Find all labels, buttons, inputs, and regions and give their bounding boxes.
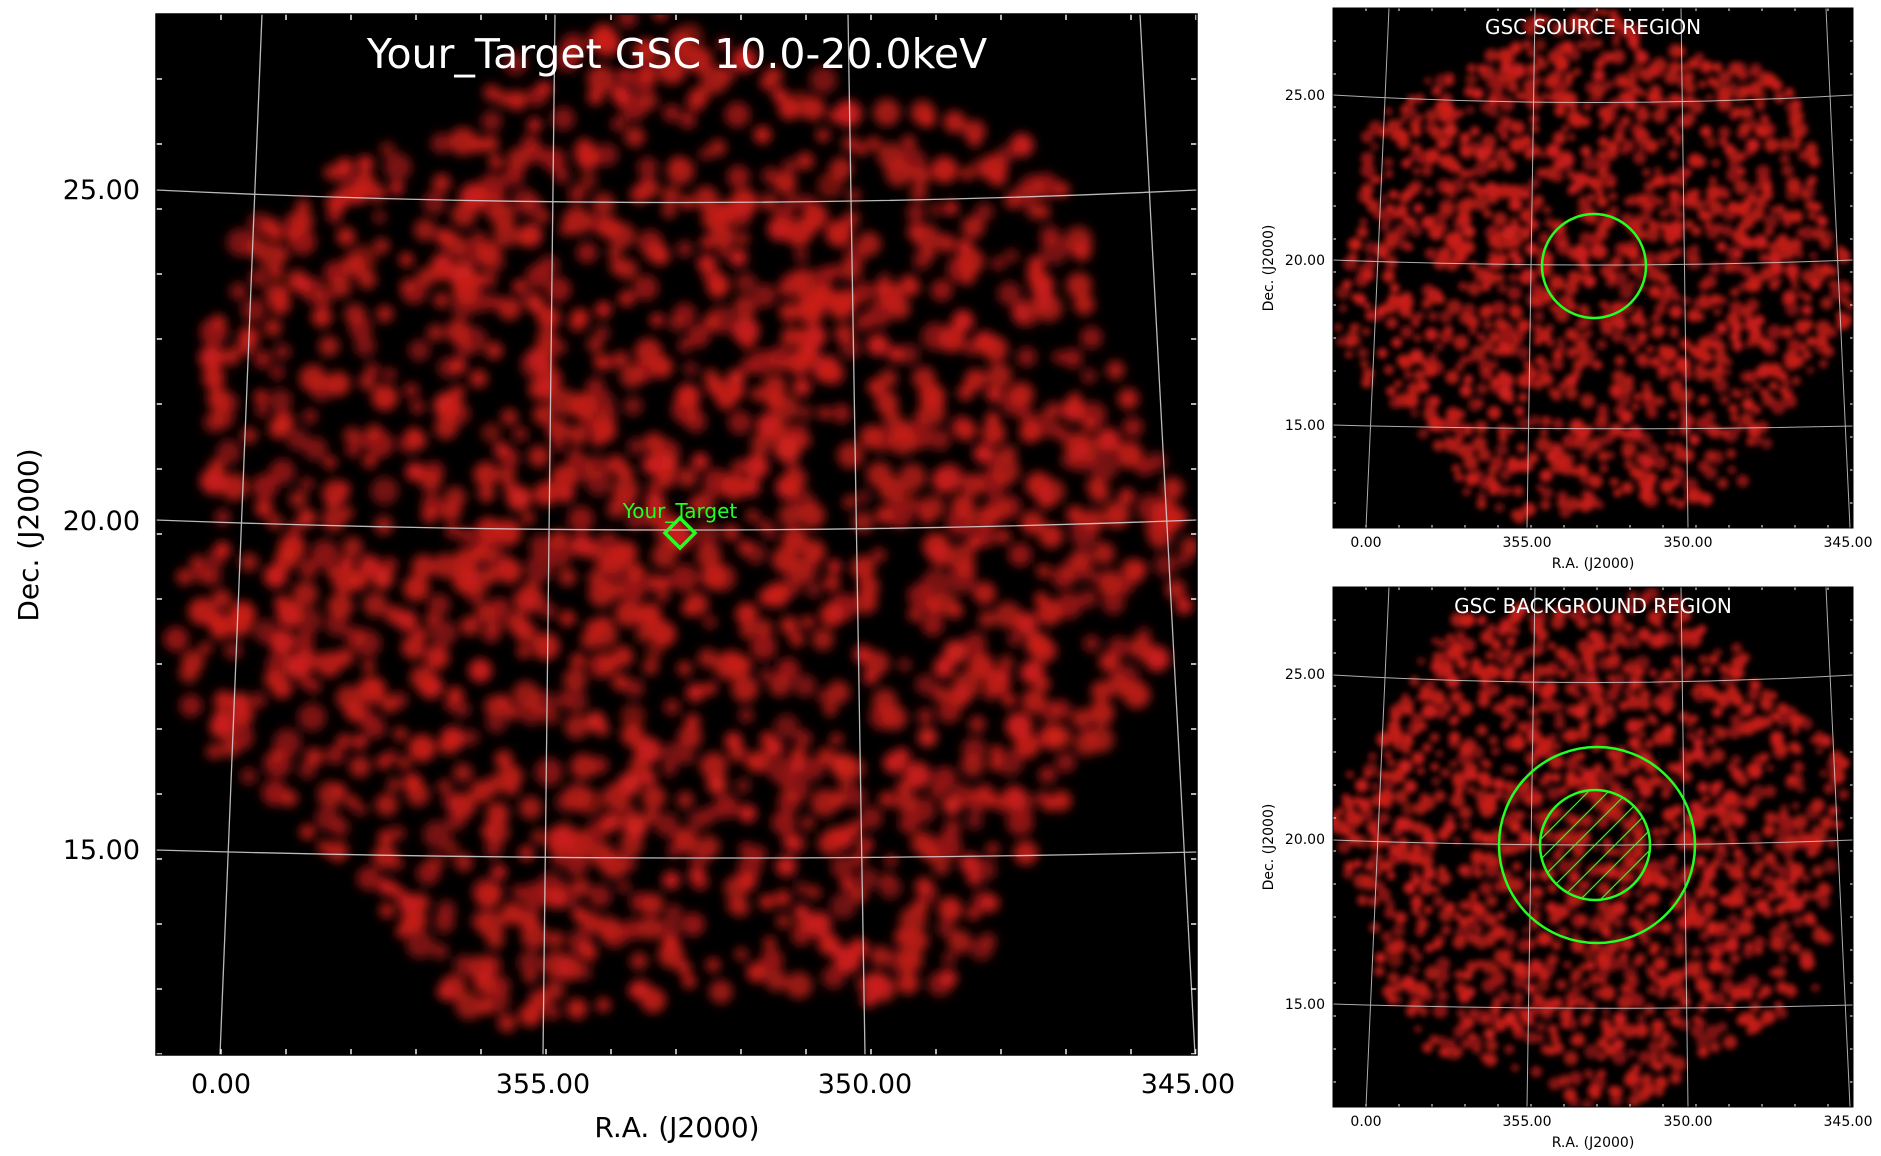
main-title: Your_Target GSC 10.0-20.0keV <box>366 30 987 78</box>
main-tick-marks <box>156 14 1197 1055</box>
main-y-tick-25: 25.00 <box>63 175 140 206</box>
ra-line-0 <box>219 14 263 1055</box>
main-x-tick-345: 345.00 <box>1141 1069 1235 1100</box>
main-y-tick-20: 20.00 <box>63 506 140 537</box>
background-ra-line-345 <box>1825 587 1851 1107</box>
source-dec-line-20 <box>1333 259 1853 266</box>
background-dec-line-20 <box>1333 839 1853 846</box>
source-y-tick-15: 15.00 <box>1285 418 1325 434</box>
source-y-tick-25: 25.00 <box>1285 88 1325 104</box>
target-diamond-marker[interactable] <box>662 515 698 551</box>
source-x-tick-345: 345.00 <box>1824 535 1873 551</box>
background-coordinate-grid <box>1333 587 1853 1107</box>
dec-line-15 <box>156 849 1197 859</box>
source-y-tick-20: 20.00 <box>1285 253 1325 269</box>
source-x-tick-355: 355.00 <box>1503 535 1552 551</box>
ra-line-345 <box>1139 14 1196 1055</box>
source-ra-line-355 <box>1526 8 1536 528</box>
source-ra-line-0 <box>1365 8 1390 528</box>
background-y-axis-label: Dec. (J2000) <box>1261 804 1277 891</box>
ra-line-355 <box>542 14 556 1055</box>
source-region-panel: GSC SOURCE REGION 25.00 20.00 15.00 0.00… <box>1261 7 1873 572</box>
background-ra-line-355 <box>1526 587 1536 1107</box>
source-region-circle[interactable] <box>1540 212 1648 320</box>
background-x-tick-345: 345.00 <box>1824 1114 1873 1130</box>
source-x-tick-350: 350.00 <box>1664 535 1713 551</box>
background-x-tick-355: 355.00 <box>1503 1114 1552 1130</box>
source-coordinate-grid <box>1333 8 1853 528</box>
background-outer-circle[interactable] <box>1497 745 1697 945</box>
background-x-tick-0: 0.00 <box>1350 1114 1381 1130</box>
main-x-tick-350: 350.00 <box>818 1069 912 1100</box>
background-y-tick-25: 25.00 <box>1285 667 1325 683</box>
source-ra-line-345 <box>1825 8 1851 528</box>
background-dec-line-25 <box>1333 674 1853 683</box>
background-x-axis-label: R.A. (J2000) <box>1552 1135 1635 1151</box>
source-x-tick-0: 0.00 <box>1350 535 1381 551</box>
dec-line-20 <box>156 519 1197 531</box>
background-ra-line-350 <box>1680 587 1689 1107</box>
source-dec-line-25 <box>1333 94 1853 103</box>
background-panel-title: GSC BACKGROUND REGION <box>1454 594 1732 618</box>
background-x-tick-350: 350.00 <box>1664 1114 1713 1130</box>
source-panel-frame <box>1332 7 1854 529</box>
background-y-tick-15: 15.00 <box>1285 997 1325 1013</box>
background-y-tick-20: 20.00 <box>1285 832 1325 848</box>
main-x-tick-0: 0.00 <box>191 1069 251 1100</box>
background-panel-frame <box>1332 586 1854 1108</box>
main-x-axis-label: R.A. (J2000) <box>594 1111 759 1144</box>
background-dec-line-15 <box>1333 1003 1853 1009</box>
ra-line-350 <box>847 14 866 1055</box>
source-dec-line-15 <box>1333 424 1853 430</box>
main-panel-frame <box>155 13 1198 1056</box>
main-y-axis-label: Dec. (J2000) <box>12 448 45 621</box>
main-coordinate-grid <box>156 14 1197 1055</box>
main-y-tick-15: 15.00 <box>63 835 140 866</box>
main-x-tick-355: 355.00 <box>496 1069 590 1100</box>
background-region-panel: GSC BACKGROUND REGION 25.00 20.00 15.00 … <box>1261 586 1873 1151</box>
source-ra-line-350 <box>1680 8 1689 528</box>
source-y-axis-label: Dec. (J2000) <box>1261 225 1277 312</box>
main-sky-panel: Your_Target GSC 10.0-20.0keV Your_Target… <box>12 13 1235 1144</box>
background-inner-circle[interactable] <box>1538 788 1652 902</box>
main-emission-map <box>163 14 1197 1033</box>
source-panel-title: GSC SOURCE REGION <box>1485 15 1701 39</box>
background-ra-line-0 <box>1365 587 1390 1107</box>
source-x-axis-label: R.A. (J2000) <box>1552 556 1635 572</box>
dec-line-25 <box>156 189 1197 204</box>
